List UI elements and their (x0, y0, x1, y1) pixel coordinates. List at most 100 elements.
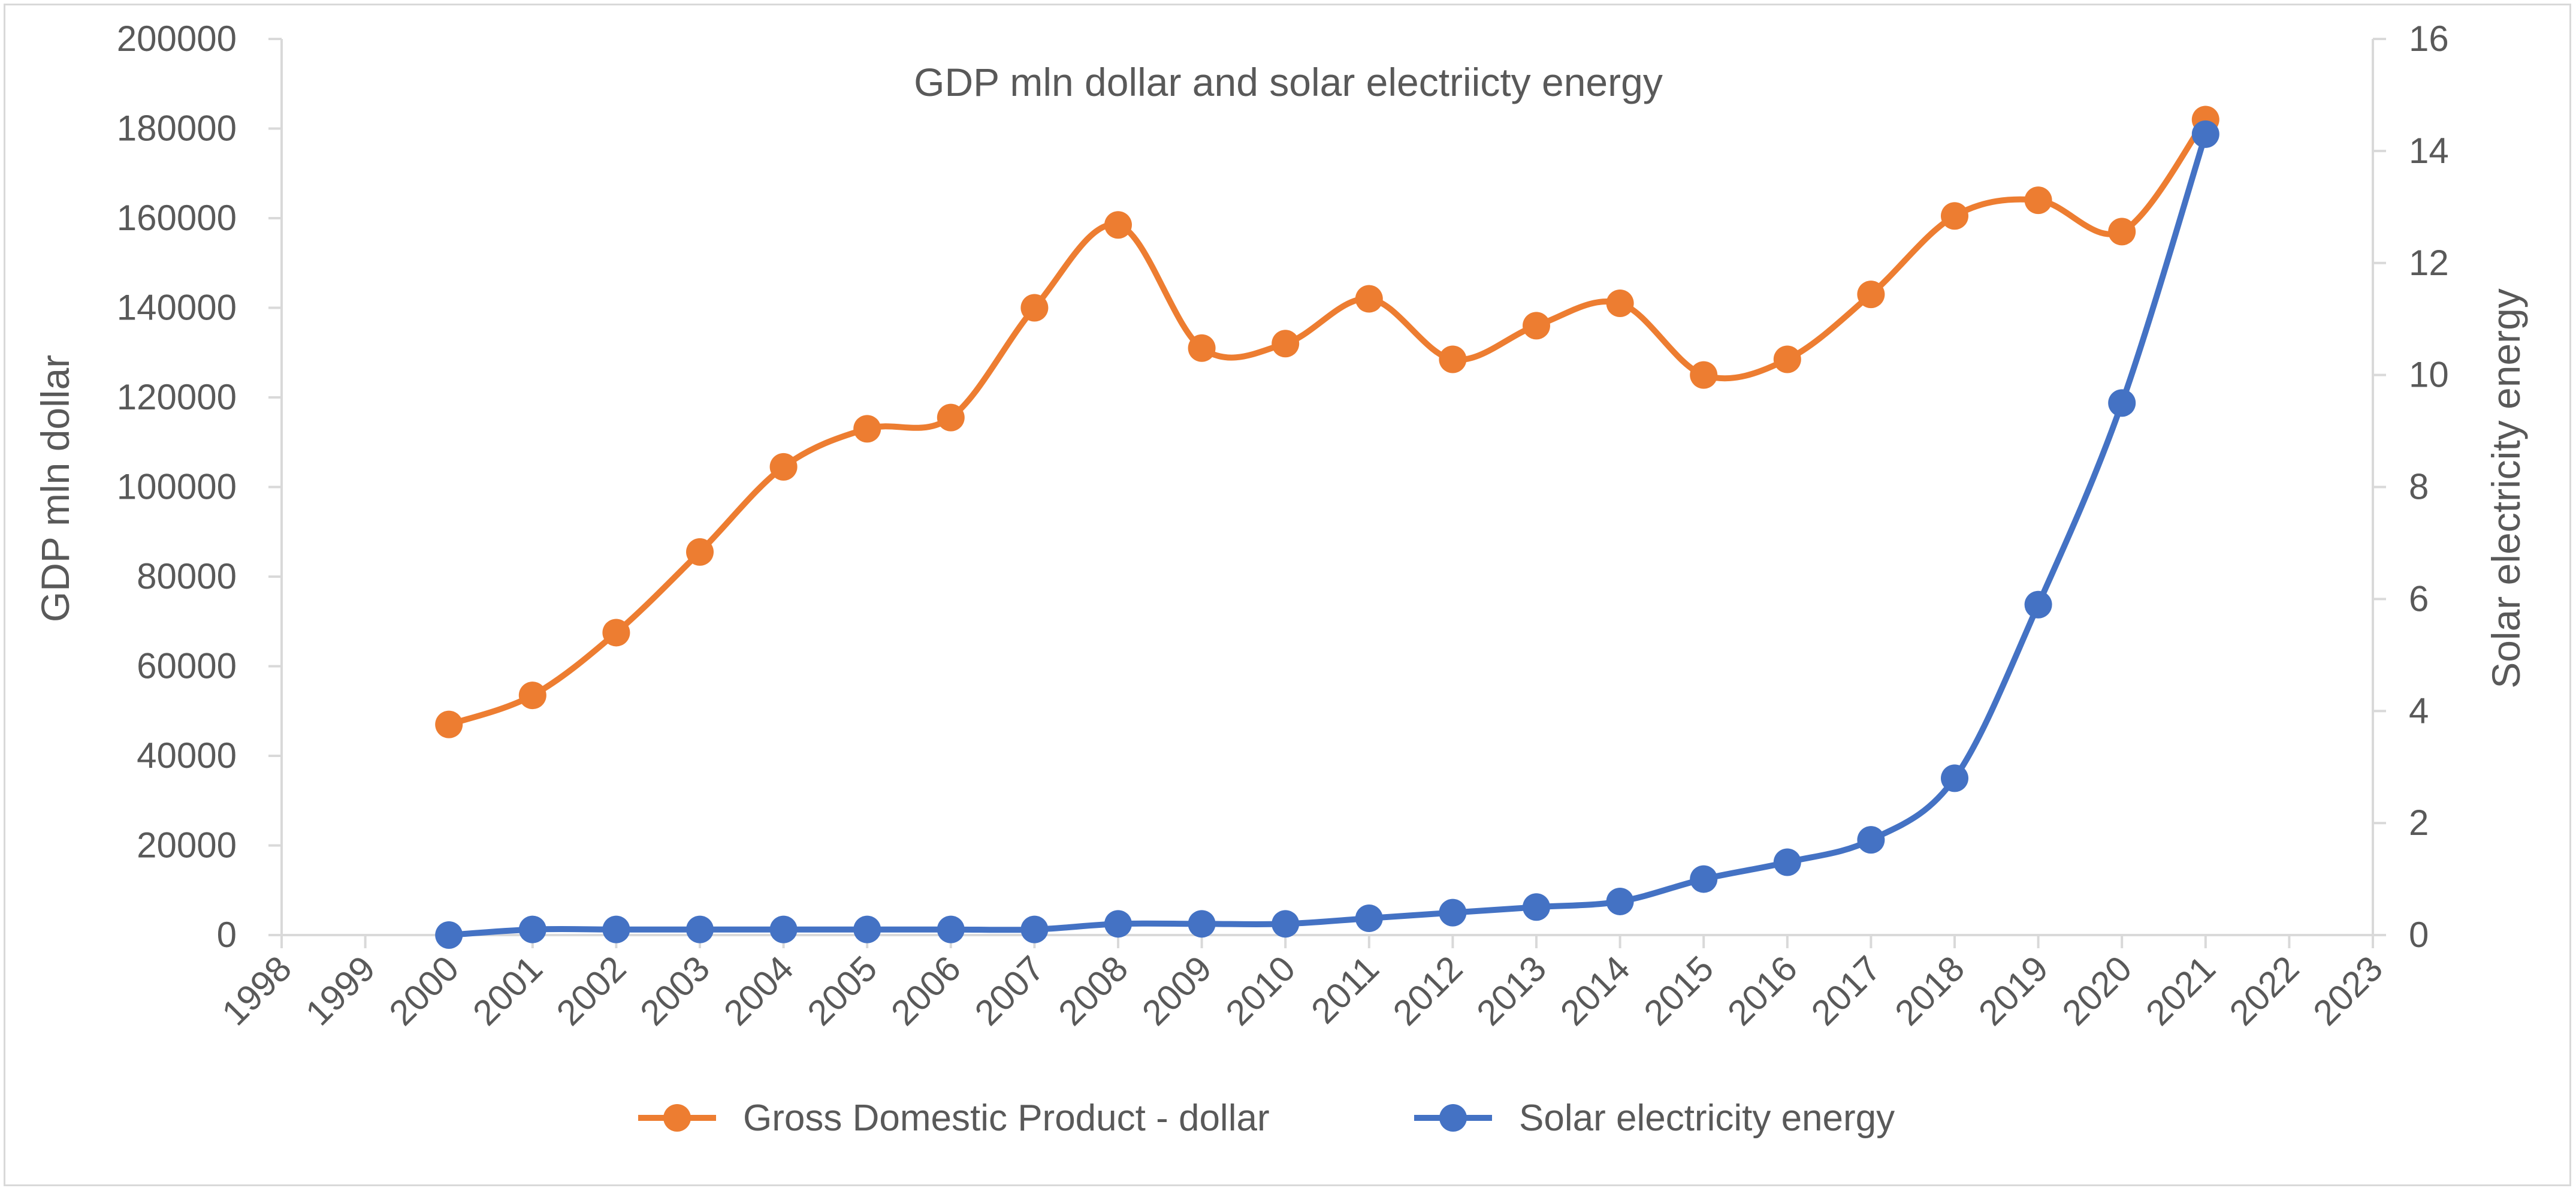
data-point-solar (1439, 898, 1467, 927)
data-point-gdp (1104, 211, 1132, 239)
axes: 0200004000060000800001000001200001400001… (117, 19, 2449, 1033)
data-point-gdp (2108, 218, 2136, 246)
x-tick-label: 2000 (382, 948, 467, 1033)
legend-item-solar: Solar electricity energy (1414, 1097, 1895, 1139)
x-tick-label: 2018 (1887, 948, 1972, 1033)
data-point-solar (2024, 590, 2052, 619)
legend-label-gdp: Gross Domestic Product - dollar (743, 1097, 1270, 1139)
x-tick-label: 2019 (1971, 948, 2056, 1033)
data-point-solar (937, 915, 965, 943)
y-axis-label: GDP mln dollar (33, 355, 77, 622)
data-point-solar (1104, 910, 1132, 938)
y-tick-label: 140000 (117, 288, 237, 328)
x-tick-label: 2003 (632, 948, 717, 1033)
x-tick-label: 2014 (1553, 948, 1638, 1033)
data-point-solar (769, 915, 798, 943)
data-point-gdp (1690, 361, 1718, 389)
data-point-solar (1773, 848, 1801, 876)
data-point-solar (2191, 120, 2219, 148)
x-tick-label: 1998 (214, 948, 299, 1033)
data-point-gdp (2024, 186, 2052, 215)
x-tick-label: 2005 (800, 948, 885, 1033)
data-point-solar (602, 915, 630, 943)
x-tick-label: 2001 (465, 948, 550, 1033)
data-point-gdp (1272, 330, 1300, 358)
data-point-gdp (602, 619, 630, 647)
y2-tick-label: 4 (2409, 691, 2429, 731)
data-point-gdp (1355, 285, 1383, 313)
x-tick-label: 2011 (1303, 948, 1387, 1032)
data-point-gdp (1606, 290, 1634, 318)
x-tick-label: 2021 (2138, 948, 2223, 1033)
x-tick-label: 2016 (1720, 948, 1805, 1033)
y-tick-label: 180000 (117, 108, 237, 149)
series-gdp (435, 105, 2219, 738)
data-point-solar (518, 915, 546, 943)
x-tick-label: 2002 (549, 948, 634, 1033)
y-tick-label: 60000 (137, 646, 237, 686)
x-tick-label: 2023 (2305, 948, 2390, 1033)
data-point-gdp (1857, 281, 1885, 309)
data-point-solar (1355, 904, 1383, 932)
x-tick-label: 2007 (967, 948, 1052, 1033)
data-point-gdp (1941, 202, 1968, 230)
data-point-gdp (1773, 345, 1801, 373)
data-point-gdp (518, 682, 546, 710)
data-point-solar (2108, 389, 2136, 417)
data-point-solar (1020, 915, 1049, 943)
legend: Gross Domestic Product - dollar Solar el… (638, 1097, 1895, 1139)
y-tick-label: 0 (217, 915, 237, 955)
y-tick-label: 200000 (117, 19, 237, 59)
y2-tick-label: 8 (2409, 467, 2429, 507)
data-point-solar (853, 915, 881, 943)
data-point-solar (1272, 910, 1300, 938)
data-point-gdp (435, 710, 463, 738)
data-point-solar (686, 915, 714, 943)
data-point-gdp (1439, 345, 1467, 373)
y-tick-label: 20000 (137, 825, 237, 866)
data-point-gdp (686, 538, 714, 566)
chart-title: GDP mln dollar and solar electriicty ene… (914, 60, 1663, 104)
x-tick-label: 2022 (2222, 948, 2307, 1033)
data-point-solar (1188, 910, 1216, 938)
y2-tick-label: 10 (2409, 355, 2449, 395)
legend-label-solar: Solar electricity energy (1519, 1097, 1895, 1139)
x-tick-label: 2004 (716, 948, 801, 1033)
chart-frame (4, 4, 2571, 1186)
x-tick-label: 2010 (1218, 948, 1303, 1033)
x-tick-label: 2012 (1385, 948, 1470, 1033)
x-tick-label: 2006 (883, 948, 968, 1033)
data-point-gdp (853, 415, 881, 443)
y2-tick-label: 6 (2409, 578, 2429, 619)
legend-marker-solar (1439, 1104, 1467, 1132)
data-point-solar (1857, 826, 1885, 854)
data-point-solar (435, 921, 463, 949)
legend-marker-gdp (663, 1104, 691, 1132)
x-tick-label: 2013 (1469, 948, 1554, 1033)
y-tick-label: 80000 (137, 556, 237, 596)
y-tick-label: 40000 (137, 735, 237, 776)
y2-tick-label: 16 (2409, 19, 2449, 59)
data-point-gdp (1523, 312, 1550, 340)
legend-item-gdp: Gross Domestic Product - dollar (638, 1097, 1270, 1139)
y-tick-label: 160000 (117, 198, 237, 238)
series-solar (435, 120, 2219, 949)
y2-tick-label: 14 (2409, 131, 2449, 171)
data-point-gdp (1188, 334, 1216, 362)
y2-axis-label: Solar electricity energy (2484, 288, 2528, 689)
data-point-gdp (937, 403, 965, 432)
x-tick-label: 2020 (2055, 948, 2140, 1033)
data-point-solar (1690, 865, 1718, 893)
series-layer (435, 105, 2219, 949)
x-tick-label: 2017 (1804, 948, 1889, 1033)
y2-tick-label: 0 (2409, 915, 2429, 955)
data-point-solar (1941, 764, 1968, 792)
x-tick-label: 2008 (1050, 948, 1136, 1033)
data-point-solar (1606, 887, 1634, 915)
x-tick-label: 1999 (298, 948, 383, 1033)
y2-tick-label: 2 (2409, 803, 2429, 843)
data-point-gdp (1020, 294, 1049, 322)
series-line-gdp (446, 116, 2209, 728)
x-tick-label: 2015 (1636, 948, 1722, 1033)
